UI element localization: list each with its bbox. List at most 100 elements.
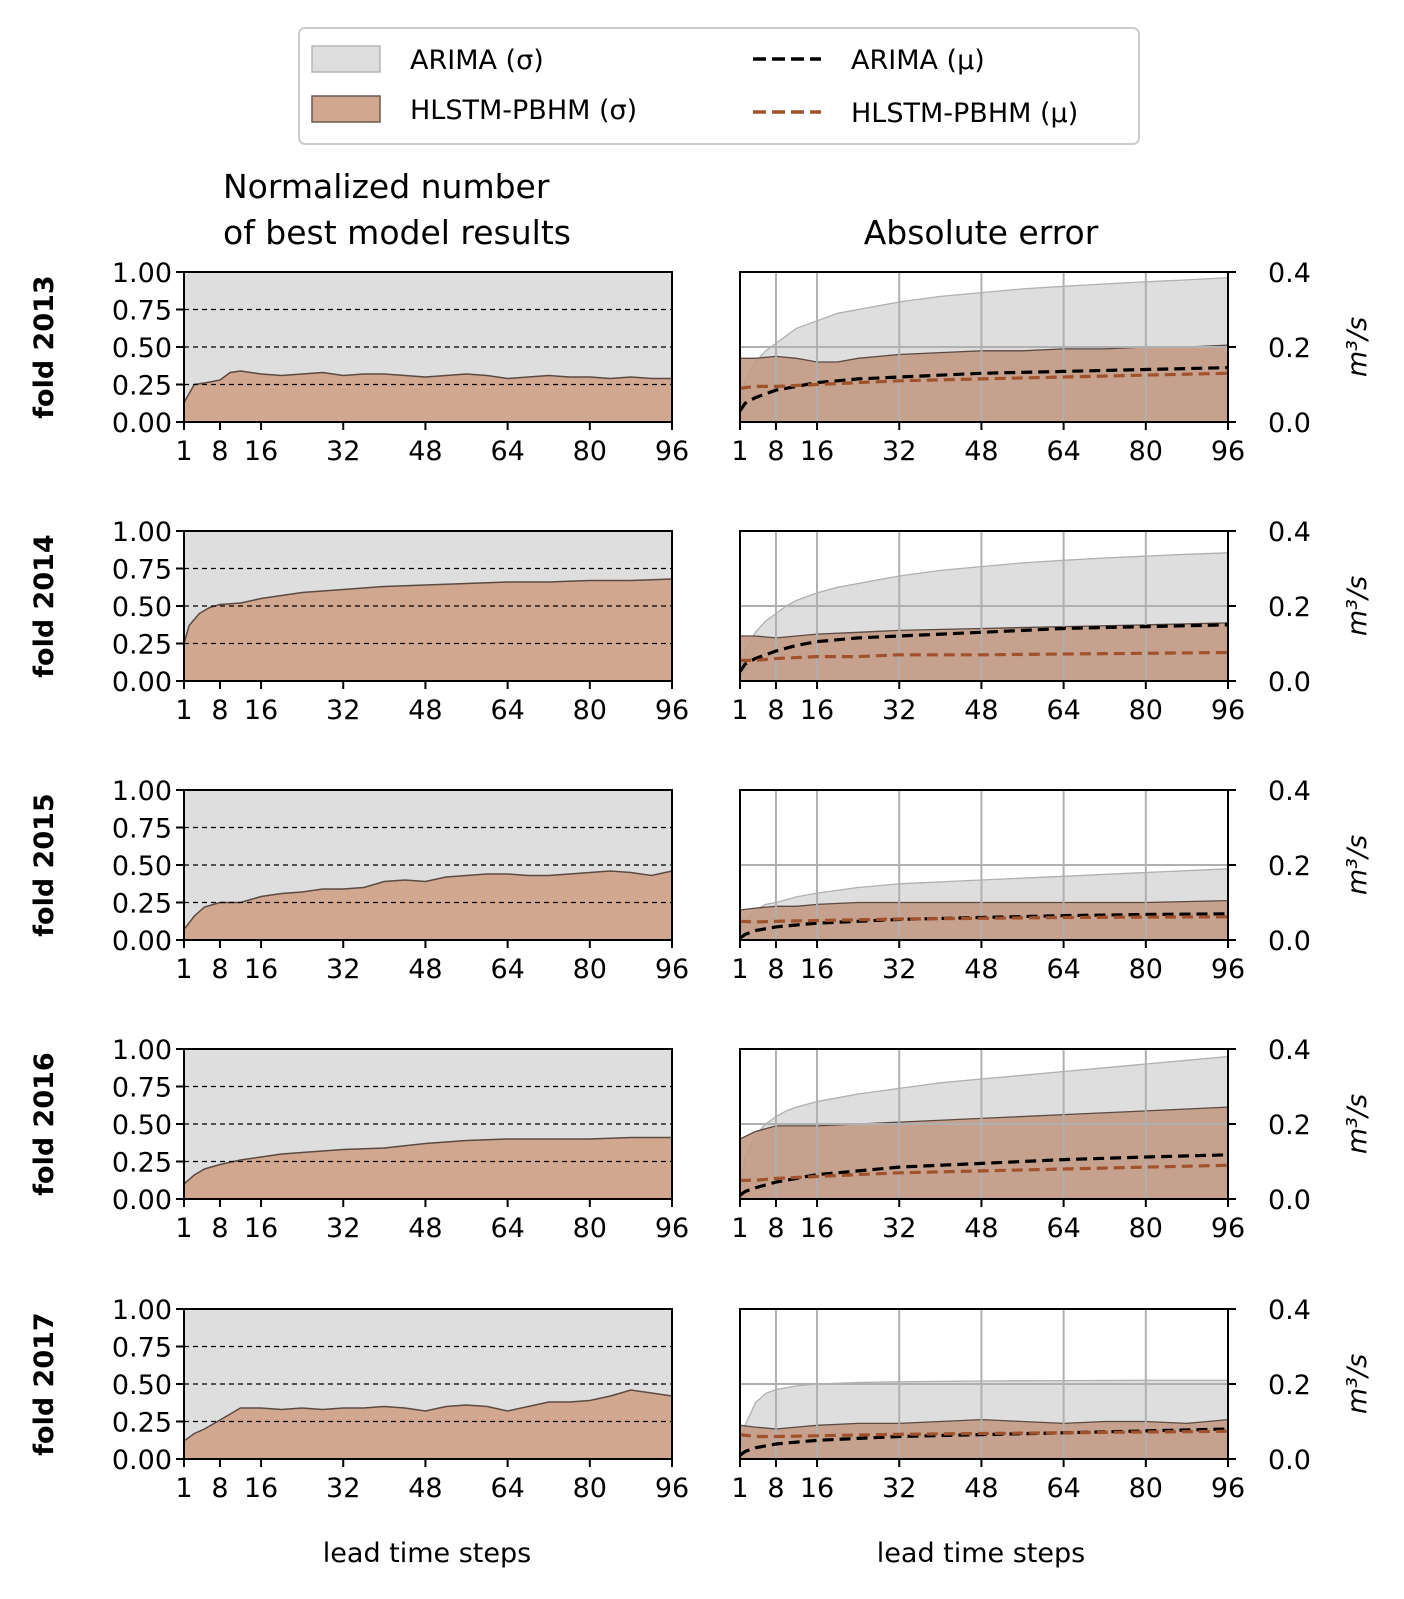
left-panel-fold-2016-xtick-label: 64: [490, 1213, 524, 1244]
left-panel-fold-2015: 1 8 16 32 48 64 80 96 0.00 0.25 0.50 0.75 1.00 fold 2…: [29, 776, 689, 985]
right-panel-fold-2015-xtick-label: 48: [964, 954, 998, 985]
right-panel-fold-2014-hlstm-sigma-edge: [740, 622, 1229, 639]
left-panel-fold-2015-xtick-label: 32: [326, 954, 360, 985]
right-panel-fold-2015-xtick-label: 32: [882, 954, 916, 985]
right-panel-fold-2014: 1 8 16 32 48 64 80 96 0.0 0.2 0.4 m³/s: [731, 517, 1373, 726]
right-panel-fold-2017-ytick-label: 0.2: [1268, 1370, 1311, 1401]
right-panel-fold-2014-xtick-label: 32: [882, 695, 916, 726]
left-panel-fold-2017-hlstm-share-area: [184, 1390, 672, 1459]
right-panel-fold-2016-xtick-label: 1: [731, 1213, 748, 1244]
right-panel-fold-2013-unit-label: m³/s: [1342, 317, 1373, 377]
left-column-title-line1: Normalized number: [223, 167, 550, 206]
right-panel-fold-2016-xtick-label: 80: [1129, 1213, 1163, 1244]
left-panel-fold-2017-hlstm-share-edge: [183, 1389, 673, 1442]
legend: ARIMA (σ) HLSTM-PBHM (σ) ARIMA (μ) HLSTM-PB…: [298, 27, 1140, 145]
left-panel-fold-2014-hlstm-share-edge: [183, 578, 673, 644]
left-panel-fold-2016-ytick-label: 0.75: [112, 1073, 172, 1104]
right-panel-fold-2015-hlstm-sigma-area: [740, 900, 1228, 940]
left-panel-fold-2016-xtick-label: 96: [655, 1213, 689, 1244]
right-panel-fold-2013-hlstm-sigma-area: [740, 345, 1228, 422]
right-panel-fold-2014-ytick-label: 0.2: [1268, 592, 1311, 623]
left-panel-fold-2015-ytick-label: 0.75: [112, 814, 172, 845]
right-panel-fold-2016-xtick-label: 96: [1211, 1213, 1245, 1244]
left-panel-fold-2014-ytick-label: 0.25: [112, 630, 172, 661]
left-panel-fold-2015-hlstm-share-edge: [183, 870, 673, 930]
right-panel-fold-2014-xtick-label: 48: [964, 695, 998, 726]
right-panel-fold-2016-arima-mu-line: [739, 1153, 1229, 1197]
left-panel-fold-2013-hlstm-share-edge: [183, 370, 672, 403]
right-panel-fold-2013-xtick-label: 48: [964, 436, 998, 467]
right-panel-fold-2016-xtick-label: 8: [767, 1213, 784, 1244]
legend-arima-label: ARIMA (σ): [410, 45, 544, 76]
right-panel-fold-2013-xtick-label: 80: [1129, 436, 1163, 467]
left-panel-fold-2014-xtick-label: 96: [655, 695, 689, 726]
left-panel-fold-2015-xtick-label: 96: [655, 954, 689, 985]
left-panel-fold-2015-ytick-label: 0.00: [112, 926, 172, 957]
left-panel-fold-2016-xtick-label: 32: [326, 1213, 360, 1244]
right-panel-fold-2015-ytick-label: 0.0: [1268, 926, 1311, 957]
left-panel-fold-2016-row-label: fold 2016: [29, 1052, 60, 1195]
right-panel-fold-2017-xtick-label: 1: [731, 1473, 748, 1504]
right-panel-fold-2017-xtick-label: 96: [1211, 1473, 1245, 1504]
right-panel-fold-2017-hlstm-sigma-edge: [739, 1418, 1229, 1430]
left-panel-fold-2013-ytick-label: 0.75: [112, 296, 172, 327]
right-panel-fold-2013-arima-sigma-edge: [739, 276, 1229, 408]
right-panel-fold-2013-xtick-label: 1: [731, 436, 748, 467]
right-panel-fold-2016-ytick-label: 0.0: [1268, 1185, 1311, 1216]
right-panel-fold-2016-xtick-label: 64: [1046, 1213, 1080, 1244]
right-panel-fold-2017-xtick-label: 32: [882, 1473, 916, 1504]
right-panel-fold-2013-xtick-label: 16: [800, 436, 834, 467]
right-panel-fold-2017-ytick-label: 0.0: [1268, 1445, 1311, 1476]
right-panel-fold-2017-xtick-label: 16: [800, 1473, 834, 1504]
left-panel-fold-2016-xtick-label: 48: [408, 1213, 442, 1244]
right-panel-fold-2015-hlstm-mu-line: [739, 915, 1229, 924]
left-panel-fold-2013-xtick-label: 80: [573, 436, 607, 467]
left-panel-fold-2013-xtick-label: 16: [244, 436, 278, 467]
left-panel-fold-2017-ytick-label: 0.25: [112, 1408, 172, 1439]
right-panel-fold-2016-xtick-label: 32: [882, 1213, 916, 1244]
left-panel-fold-2017-xtick-label: 96: [655, 1473, 689, 1504]
right-panel-fold-2015: 1 8 16 32 48 64 80 96 0.0 0.2 0.4 m³/s: [731, 776, 1373, 985]
right-panel-fold-2013: 1 8 16 32 48 64 80 96 0.0 0.2 0.4 m³/s: [731, 258, 1373, 467]
right-panel-fold-2016-hlstm-mu-line: [740, 1163, 1229, 1182]
left-panel-fold-2013: 1 8 16 32 48 64 80 96 0.00 0.25 0.50 0.75 1.00 fold 2…: [29, 258, 689, 467]
left-panel-fold-2017-ytick-label: 0.75: [112, 1333, 172, 1364]
legend-hlstm-pbhm-label: HLSTM-PBHM (σ): [410, 95, 637, 126]
left-panel-fold-2016-hlstm-share-edge: [183, 1136, 672, 1185]
left-panel-fold-2016-xtick-label: 1: [175, 1213, 192, 1244]
left-panel-fold-2016: 1 8 16 32 48 64 80 96 0.00 0.25 0.50 0.75 1.00 fold 2…: [29, 1035, 689, 1244]
left-panel-fold-2015-ytick-label: 0.50: [112, 851, 172, 882]
right-panel-fold-2016-xtick-label: 16: [800, 1213, 834, 1244]
left-panel-fold-2017-xtick-label: 8: [211, 1473, 228, 1504]
left-panel-fold-2015-xtick-label: 1: [175, 954, 192, 985]
left-panel-fold-2013-ytick-label: 0.50: [112, 333, 172, 364]
legend-hlstm-pbhm-swatch: [311, 95, 381, 123]
left-panel-fold-2017-ytick-label: 0.00: [112, 1445, 172, 1476]
right-panel-fold-2014-xtick-label: 64: [1046, 695, 1080, 726]
right-panel-fold-2014-hlstm-mu-line: [740, 650, 1229, 662]
left-panel-fold-2015-row-label: fold 2015: [29, 793, 60, 936]
left-panel-fold-2014-xtick-label: 64: [490, 695, 524, 726]
right-panel-fold-2015-unit-label: m³/s: [1342, 835, 1373, 895]
right-panel-fold-2014-xtick-label: 1: [731, 695, 748, 726]
right-panel-fold-2017-unit-label: m³/s: [1342, 1354, 1373, 1414]
left-panel-fold-2016-ytick-label: 0.50: [112, 1110, 172, 1141]
right-panel-fold-2015-xtick-label: 80: [1129, 954, 1163, 985]
left-panel-fold-2016-ytick-label: 0.25: [112, 1148, 172, 1179]
right-panel-fold-2013-ytick-label: 0.0: [1268, 408, 1311, 439]
left-panel-fold-2016-ytick-label: 0.00: [112, 1185, 172, 1216]
left-panel-fold-2013-ytick-label: 1.00: [112, 258, 172, 289]
left-panel-fold-2014-xtick-label: 32: [326, 695, 360, 726]
legend-arima-label: ARIMA (μ): [851, 45, 985, 76]
left-panel-fold-2015-ytick-label: 0.25: [112, 889, 172, 920]
left-panel-fold-2013-hlstm-share-area: [184, 371, 672, 422]
right-panel-fold-2017-xtick-label: 80: [1129, 1473, 1163, 1504]
left-panel-fold-2017-ytick-label: 0.50: [112, 1370, 172, 1401]
left-panel-fold-2013-xtick-label: 1: [175, 436, 192, 467]
left-panel-fold-2013-xtick-label: 32: [326, 436, 360, 467]
right-panel-fold-2013-xtick-label: 8: [767, 436, 784, 467]
left-panel-fold-2015-hlstm-share-area: [184, 871, 672, 940]
right-panel-fold-2016-ytick-label: 0.4: [1268, 1035, 1311, 1066]
right-panel-fold-2013-xtick-label: 64: [1046, 436, 1080, 467]
